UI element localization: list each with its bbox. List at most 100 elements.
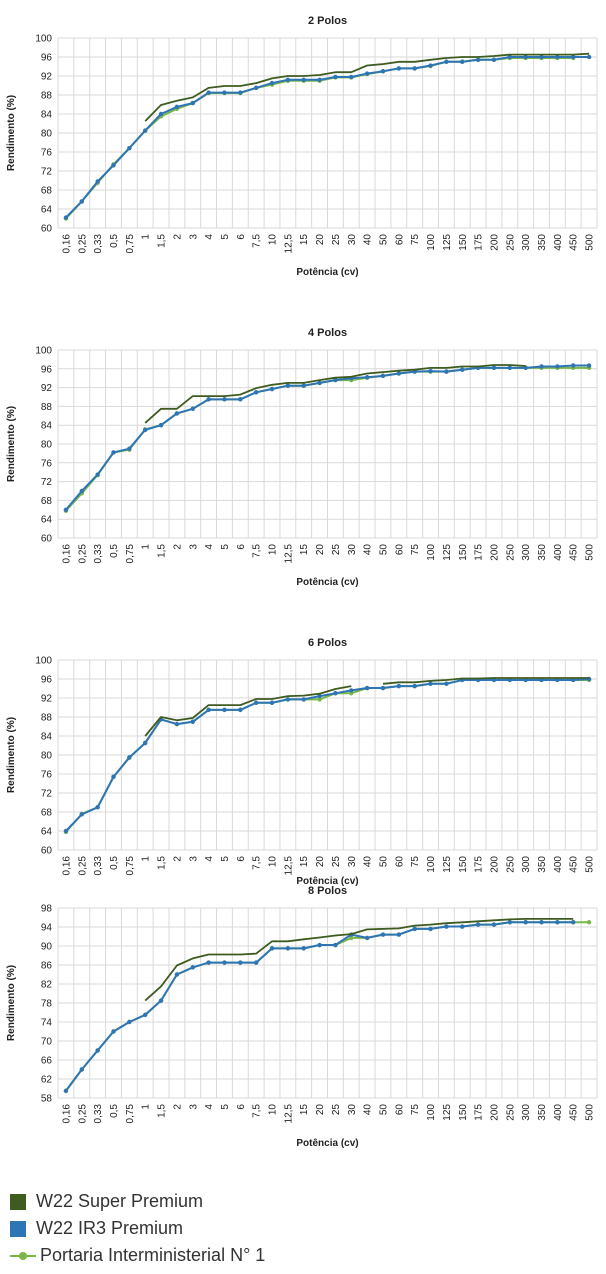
data-point-ir3-premium	[158, 423, 164, 428]
x-tick-label: 125	[442, 544, 453, 561]
legend-label-super-premium: W22 Super Premium	[36, 1191, 204, 1211]
legend-item-ir3-premium: W22 IR3 Premium	[10, 1215, 265, 1242]
x-tick-label: 0,33	[93, 1104, 104, 1124]
x-tick-label: 450	[569, 234, 580, 251]
x-tick-label: 250	[505, 234, 516, 251]
data-point-ir3-premium	[571, 54, 576, 60]
series-line-super-premium	[144, 918, 574, 1002]
x-tick-label: 500	[585, 234, 596, 251]
x-tick-label: 200	[489, 544, 500, 561]
x-tick-label: 350	[537, 1104, 548, 1121]
x-tick-label: 0,5	[109, 234, 120, 248]
x-tick-label: 400	[553, 1104, 564, 1121]
data-point-ir3-premium	[95, 805, 100, 810]
y-tick-label: 100	[35, 34, 52, 45]
x-tick-label: 1	[141, 544, 152, 550]
data-point-ir3-premium	[269, 700, 275, 705]
y-tick-label: 88	[41, 91, 53, 102]
data-point-ir3-premium	[317, 693, 322, 699]
x-tick-label: 5	[220, 1104, 231, 1110]
data-point-ir3-premium	[507, 920, 513, 925]
x-tick-label: 400	[553, 856, 564, 873]
data-point-ir3-premium	[238, 397, 243, 402]
data-point-ir3-premium	[190, 719, 195, 724]
data-point-ir3-premium	[475, 57, 481, 63]
x-tick-label: 125	[442, 234, 453, 251]
data-point-ir3-premium	[364, 71, 370, 76]
x-tick-label: 75	[410, 856, 421, 868]
x-tick-label: 25	[331, 856, 342, 868]
data-point-ir3-premium	[238, 960, 243, 965]
data-point-ir3-premium	[127, 446, 132, 451]
x-tick-label: 75	[410, 1104, 421, 1116]
y-tick-label: 76	[41, 770, 53, 781]
data-point-ir3-premium	[190, 100, 195, 106]
y-tick-label: 86	[41, 961, 53, 972]
data-point-ir3-premium	[142, 427, 148, 433]
x-tick-label: 250	[505, 544, 516, 561]
x-tick-label: 12,5	[283, 544, 294, 564]
chart-title: 6 Polos	[308, 637, 347, 649]
x-tick-label: 3	[188, 1104, 199, 1110]
x-tick-label: 50	[378, 856, 389, 868]
y-axis-label: Rendimento (%)	[6, 406, 17, 482]
series-line-ir3-premium	[65, 678, 590, 832]
data-point-ir3-premium	[349, 74, 354, 80]
data-point-ir3-premium	[285, 946, 291, 951]
x-tick-label: 2	[172, 1104, 183, 1110]
y-tick-label: 76	[41, 458, 53, 469]
data-point-ir3-premium	[444, 924, 449, 929]
data-point-ir3-premium	[79, 812, 84, 817]
data-point-ir3-premium	[95, 472, 100, 477]
data-point-ir3-premium	[380, 373, 386, 379]
data-point-ir3-premium	[491, 922, 497, 927]
data-point-ir3-premium	[333, 74, 338, 80]
data-point-ir3-premium	[222, 90, 227, 95]
data-point-ir3-premium	[269, 386, 275, 392]
data-point-ir3-premium	[460, 367, 465, 372]
x-tick-label: 5	[220, 544, 231, 550]
x-tick-label: 100	[426, 234, 437, 251]
y-tick-label: 72	[41, 789, 53, 800]
x-tick-label: 7,5	[252, 544, 263, 558]
x-tick-label: 150	[458, 544, 469, 561]
data-point-ir3-premium	[364, 935, 370, 941]
x-tick-label: 450	[569, 544, 580, 561]
y-tick-label: 60	[41, 846, 53, 857]
data-point-ir3-premium	[174, 411, 180, 416]
x-tick-label: 0,33	[93, 234, 104, 254]
x-tick-label: 12,5	[283, 1104, 294, 1124]
chart-title: 8 Polos	[308, 885, 347, 897]
data-point-ir3-premium	[174, 972, 180, 977]
data-point-ir3-premium	[317, 942, 322, 948]
x-tick-label: 100	[426, 856, 437, 873]
x-tick-label: 400	[553, 544, 564, 561]
x-tick-label: 300	[521, 856, 532, 873]
data-point-ir3-premium	[539, 364, 544, 369]
data-point-ir3-premium	[174, 104, 180, 110]
x-tick-label: 1,5	[157, 856, 168, 870]
data-point-ir3-premium	[238, 90, 243, 95]
data-point-ir3-premium	[111, 774, 116, 780]
x-tick-label: 7,5	[252, 1104, 263, 1118]
data-point-ir3-premium	[507, 365, 513, 371]
x-tick-label: 6	[236, 544, 247, 550]
data-point-ir3-premium	[586, 363, 592, 368]
x-tick-label: 60	[394, 856, 405, 868]
data-point-ir3-premium	[174, 721, 180, 727]
data-point-ir3-premium	[206, 960, 211, 965]
data-point-ir3-premium	[79, 488, 84, 494]
data-point-ir3-premium	[491, 365, 497, 371]
data-point-ir3-premium	[222, 397, 227, 402]
x-tick-label: 300	[521, 234, 532, 251]
y-tick-label: 98	[41, 904, 53, 915]
data-point-ir3-premium	[380, 69, 386, 74]
x-tick-label: 0,25	[77, 856, 88, 876]
data-point-ir3-premium	[127, 755, 132, 760]
y-tick-label: 100	[35, 656, 52, 667]
y-tick-label: 60	[41, 534, 53, 545]
data-point-ir3-premium	[428, 681, 433, 686]
x-tick-label: 125	[442, 1104, 453, 1121]
